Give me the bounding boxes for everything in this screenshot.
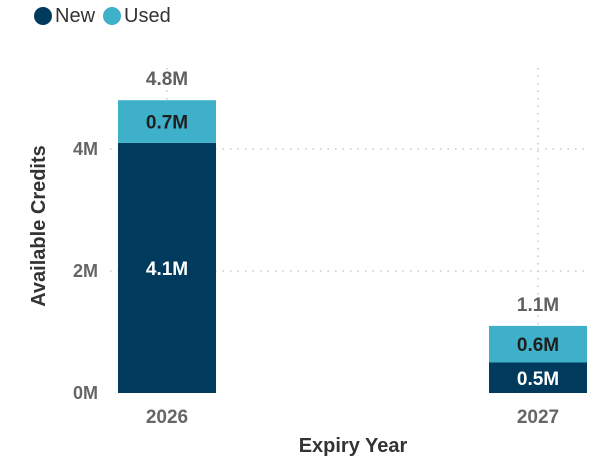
legend-swatch-new [34, 7, 52, 25]
data-label-new-2026: 4.1M [146, 259, 188, 280]
legend-label-used: Used [124, 5, 171, 27]
legend-label-new: New [55, 5, 96, 27]
bar-segment-new-2027 [489, 362, 587, 393]
legend-item-new[interactable]: New [34, 5, 95, 27]
y-tick-label: 0M [73, 383, 98, 403]
data-label-new-2027: 0.5M [517, 369, 559, 390]
bar-segment-new-2026 [118, 142, 216, 393]
total-label-2027: 1.1M [517, 295, 559, 316]
y-tick-label: 4M [73, 139, 98, 159]
legend-swatch-used [103, 7, 122, 25]
data-label-used-2026: 0.7M [146, 113, 188, 134]
bar-segment-used-2026 [118, 100, 216, 143]
chart-legend: New Used [34, 5, 179, 27]
y-axis-title: Available Credits [28, 145, 50, 307]
x-tick-label-2026: 2026 [146, 407, 188, 428]
legend-item-used[interactable]: Used [103, 5, 171, 27]
x-tick-label-2027: 2027 [517, 407, 559, 428]
total-label-2026: 4.8M [146, 69, 188, 90]
x-axis-title: Expiry Year [299, 435, 408, 457]
y-tick-label: 2M [73, 261, 98, 281]
data-label-used-2027: 0.6M [517, 335, 559, 356]
bar-segment-used-2027 [489, 325, 587, 363]
